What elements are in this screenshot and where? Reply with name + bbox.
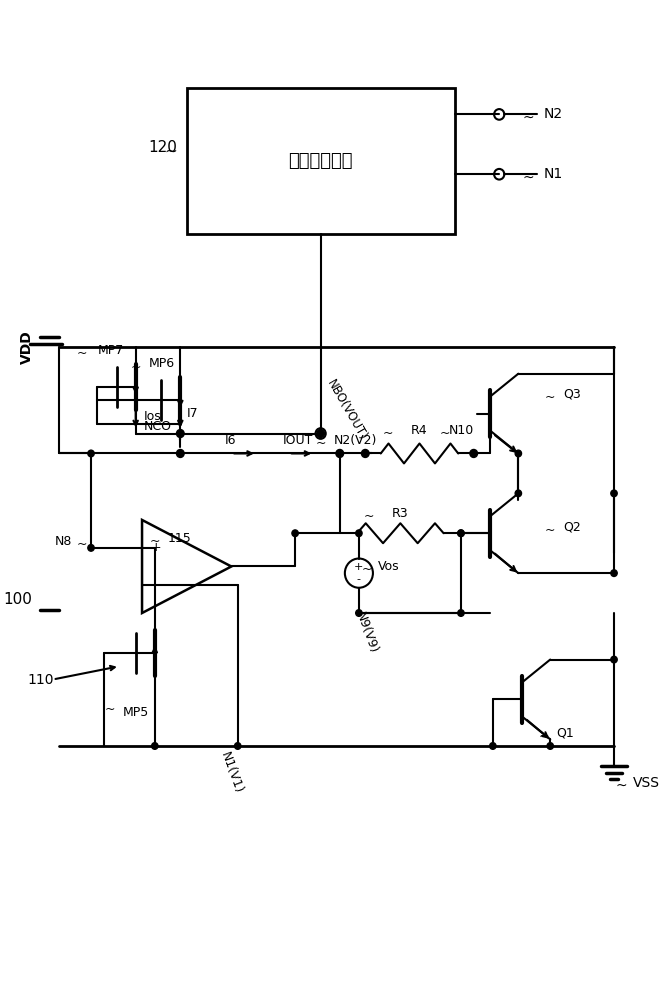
Text: ~: ~ xyxy=(165,143,177,158)
Text: ~: ~ xyxy=(382,427,393,440)
Text: MP7: MP7 xyxy=(98,344,124,357)
Text: Q3: Q3 xyxy=(563,387,581,400)
Circle shape xyxy=(317,430,325,438)
Text: ~: ~ xyxy=(76,347,87,360)
Circle shape xyxy=(151,743,158,749)
Text: VSS: VSS xyxy=(633,776,660,790)
Text: ~: ~ xyxy=(522,111,534,125)
Circle shape xyxy=(177,430,184,438)
Circle shape xyxy=(457,530,464,537)
Text: R4: R4 xyxy=(411,424,428,437)
Text: I6: I6 xyxy=(225,434,236,447)
Text: ~: ~ xyxy=(545,390,556,403)
Circle shape xyxy=(489,743,496,749)
Text: -: - xyxy=(357,574,361,584)
Circle shape xyxy=(457,530,464,537)
Circle shape xyxy=(356,610,362,616)
Text: +: + xyxy=(354,562,364,572)
Text: 120: 120 xyxy=(149,140,177,155)
Circle shape xyxy=(356,530,362,537)
Text: N2: N2 xyxy=(544,107,563,121)
Bar xyxy=(187,88,455,234)
Text: IOUT: IOUT xyxy=(282,434,313,447)
Text: Q2: Q2 xyxy=(563,520,581,533)
Text: ~: ~ xyxy=(545,523,556,536)
Text: R3: R3 xyxy=(392,507,408,520)
Circle shape xyxy=(88,450,94,457)
Text: MP5: MP5 xyxy=(123,706,149,719)
Text: I7: I7 xyxy=(187,407,199,420)
Text: N8: N8 xyxy=(54,535,72,548)
Text: N2(V2): N2(V2) xyxy=(333,434,376,447)
Text: +: + xyxy=(150,541,161,554)
Text: ~: ~ xyxy=(315,437,326,450)
Text: N10: N10 xyxy=(448,424,473,437)
Circle shape xyxy=(547,743,553,749)
Text: ~: ~ xyxy=(149,534,160,547)
Text: ~: ~ xyxy=(130,361,141,374)
Text: 110: 110 xyxy=(27,673,54,687)
Circle shape xyxy=(361,449,369,457)
Circle shape xyxy=(611,490,618,497)
Text: ~: ~ xyxy=(522,171,534,185)
Text: NBO(VOUT): NBO(VOUT) xyxy=(324,378,369,443)
Text: ~: ~ xyxy=(616,779,627,793)
Text: N1: N1 xyxy=(544,167,563,181)
Text: 偏移消除电路: 偏移消除电路 xyxy=(288,152,353,170)
Circle shape xyxy=(611,570,618,576)
Circle shape xyxy=(470,449,477,457)
Circle shape xyxy=(177,449,184,457)
Text: Q1: Q1 xyxy=(556,726,574,739)
Text: VDD: VDD xyxy=(20,330,35,364)
Text: N9(V9): N9(V9) xyxy=(353,610,380,656)
Circle shape xyxy=(611,656,618,663)
Circle shape xyxy=(336,449,343,457)
Text: ~: ~ xyxy=(440,427,450,440)
Text: ~: ~ xyxy=(76,538,87,551)
Circle shape xyxy=(457,610,464,616)
Text: ~: ~ xyxy=(539,730,549,743)
Circle shape xyxy=(515,450,521,457)
Text: 100: 100 xyxy=(3,592,32,607)
Text: 115: 115 xyxy=(167,532,191,545)
Text: NCO: NCO xyxy=(143,420,171,433)
Circle shape xyxy=(292,530,298,537)
Text: MP6: MP6 xyxy=(149,357,175,370)
Circle shape xyxy=(515,490,521,497)
Text: ~: ~ xyxy=(361,563,372,576)
Text: Ios: Ios xyxy=(143,410,161,423)
Circle shape xyxy=(337,450,343,457)
Text: -: - xyxy=(153,579,157,592)
Text: N1(V1): N1(V1) xyxy=(218,750,245,795)
Text: ~: ~ xyxy=(363,510,374,523)
Circle shape xyxy=(234,743,241,749)
Circle shape xyxy=(88,545,94,551)
Text: ~: ~ xyxy=(105,703,116,716)
Text: Vos: Vos xyxy=(378,560,400,573)
